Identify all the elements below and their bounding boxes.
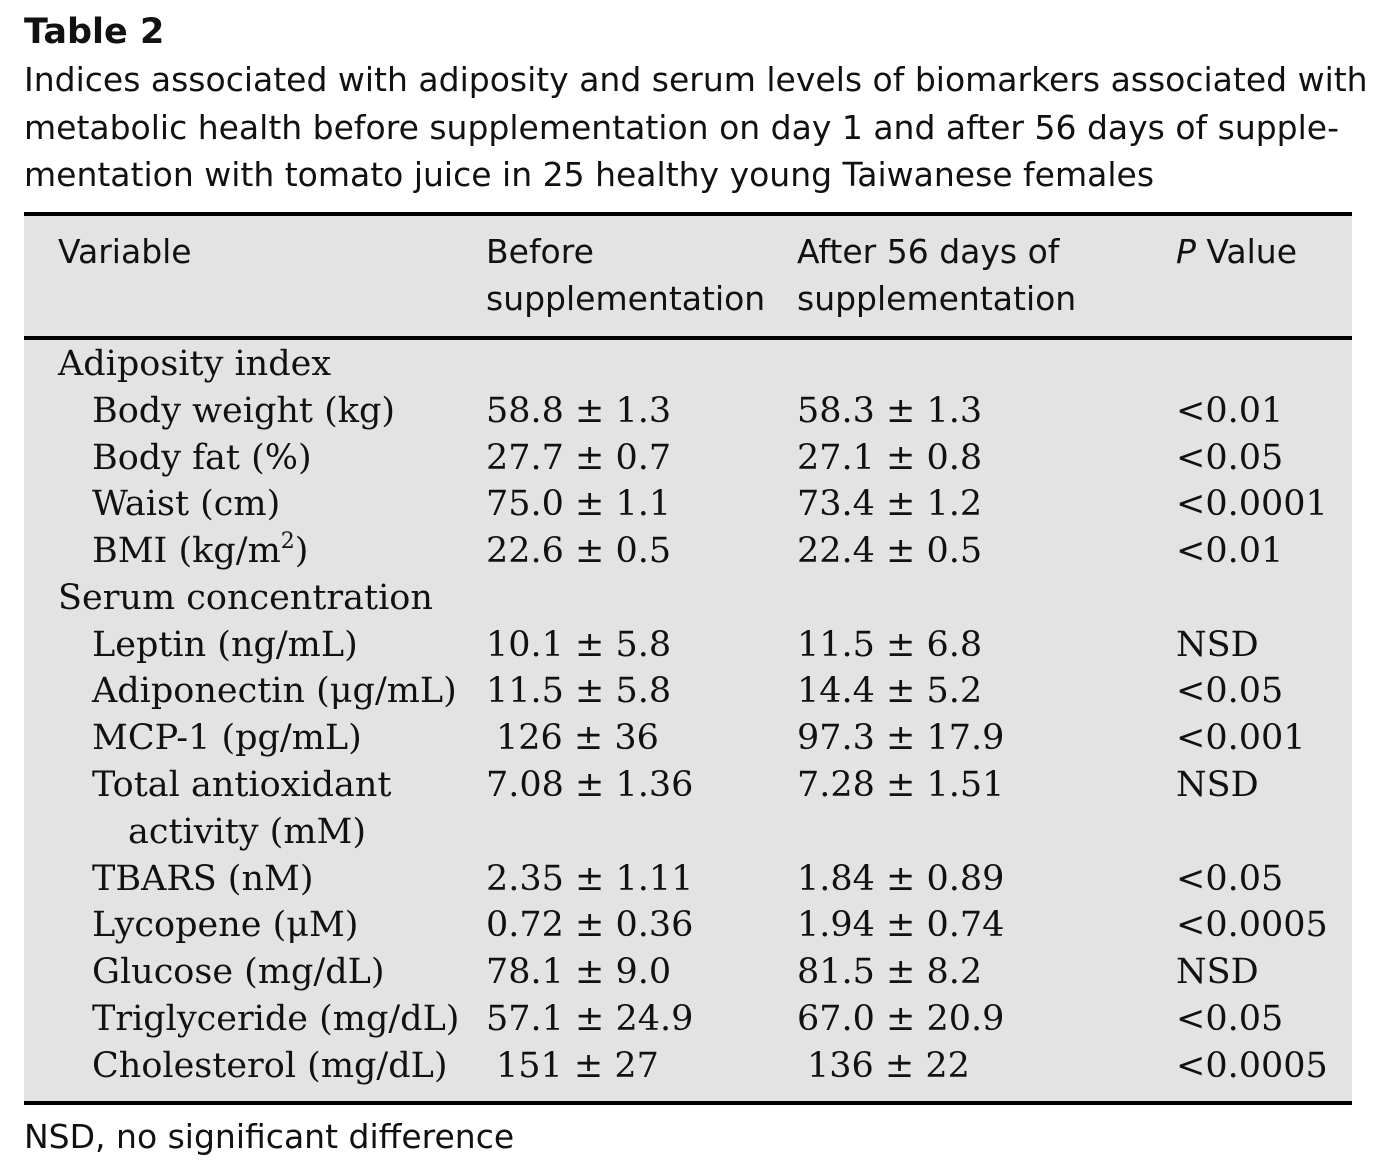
section-heading: Serum concentration [58, 578, 433, 618]
header-after-line2: supplementation [797, 279, 1077, 318]
row-variable-continuation: activity (mM) [128, 812, 366, 852]
row-before: 75.0 ± 1.1 [486, 484, 672, 524]
row-before: 10.1 ± 5.8 [486, 625, 672, 665]
header-p-rest: Value [1195, 232, 1298, 271]
row-variable: Cholesterol (mg/dL) [92, 1046, 448, 1086]
row-before: 78.1 ± 9.0 [486, 952, 672, 992]
row-after: 58.3 ± 1.3 [797, 391, 983, 431]
row-variable: Total antioxidant [92, 765, 392, 805]
row-variable: TBARS (nM) [92, 859, 314, 899]
row-after: 27.1 ± 0.8 [797, 438, 983, 478]
header-p-value: P Value [1176, 228, 1297, 275]
row-p-value: <0.05 [1176, 671, 1284, 711]
row-p-value: <0.01 [1176, 531, 1284, 571]
row-p-value: <0.0005 [1176, 905, 1328, 945]
row-variable: Body fat (%) [92, 438, 312, 478]
row-before: 7.08 ± 1.36 [486, 765, 694, 805]
row-p-value: <0.05 [1176, 999, 1284, 1039]
row-after: 81.5 ± 8.2 [797, 952, 983, 992]
row-p-value: <0.05 [1176, 438, 1284, 478]
row-variable: Triglyceride (mg/dL) [92, 999, 460, 1039]
row-variable: Glucose (mg/dL) [92, 952, 385, 992]
section-heading: Adiposity index [58, 344, 332, 384]
table-label: Table 2 [24, 12, 165, 52]
row-variable: Body weight (kg) [92, 391, 396, 431]
row-before: 126 ± 36 [496, 718, 659, 758]
row-before: 22.6 ± 0.5 [486, 531, 672, 571]
row-after: 67.0 ± 20.9 [797, 999, 1005, 1039]
row-before: 27.7 ± 0.7 [486, 438, 672, 478]
row-after: 22.4 ± 0.5 [797, 531, 983, 571]
row-variable: Leptin (ng/mL) [92, 625, 358, 665]
header-after-line1: After 56 days of [797, 232, 1060, 271]
header-variable: Variable [58, 232, 192, 271]
header-rule [24, 336, 1352, 340]
caption-line: metabolic health before supplementation … [24, 107, 1340, 147]
bmi-label: BMI (kg/m [92, 531, 281, 571]
row-p-value: NSD [1176, 952, 1259, 992]
row-p-value: NSD [1176, 765, 1259, 805]
header-after: After 56 days of supplementation [797, 228, 1076, 322]
row-after: 73.4 ± 1.2 [797, 484, 983, 524]
row-p-value: <0.01 [1176, 391, 1284, 431]
row-p-value: NSD [1176, 625, 1259, 665]
row-after: 97.3 ± 17.9 [797, 718, 1005, 758]
caption-line: Indices associated with adiposity and se… [24, 60, 1368, 99]
bmi-label-end: ) [294, 531, 309, 571]
table-footnote: NSD, no significant difference [24, 1117, 515, 1156]
row-before: 0.72 ± 0.36 [486, 905, 694, 945]
header-before: Before supplementation [486, 228, 765, 322]
row-after: 14.4 ± 5.2 [797, 671, 983, 711]
row-p-value: <0.0005 [1176, 1046, 1328, 1086]
row-after: 1.84 ± 0.89 [797, 859, 1005, 899]
row-after: 136 ± 22 [807, 1046, 970, 1086]
header-before-line2: supplementation [486, 279, 766, 318]
header-before-line1: Before [486, 232, 594, 271]
row-before: 2.35 ± 1.11 [486, 859, 694, 899]
table-caption: Indices associated with adiposity and se… [24, 56, 1368, 199]
row-variable: MCP-1 (pg/mL) [92, 718, 362, 758]
row-variable: Waist (cm) [92, 484, 281, 524]
row-after: 1.94 ± 0.74 [797, 905, 1005, 945]
row-variable: Adiponectin (μg/mL) [92, 671, 457, 711]
row-before: 58.8 ± 1.3 [486, 391, 672, 431]
row-variable: BMI (kg/m2) [92, 528, 308, 575]
data-table: Variable Before supplementation After 56… [24, 212, 1352, 1105]
row-before: 11.5 ± 5.8 [486, 671, 672, 711]
row-after: 7.28 ± 1.51 [797, 765, 1005, 805]
bmi-superscript: 2 [280, 529, 295, 554]
row-before: 57.1 ± 24.9 [486, 999, 694, 1039]
caption-line: mentation with tomato juice in 25 health… [24, 155, 1155, 194]
row-after: 11.5 ± 6.8 [797, 625, 983, 665]
row-p-value: <0.05 [1176, 859, 1284, 899]
row-variable: Lycopene (μM) [92, 905, 359, 945]
row-p-value: <0.0001 [1176, 484, 1328, 524]
row-before: 151 ± 27 [496, 1046, 659, 1086]
row-p-value: <0.001 [1176, 718, 1306, 758]
header-p-italic: P [1176, 232, 1196, 271]
